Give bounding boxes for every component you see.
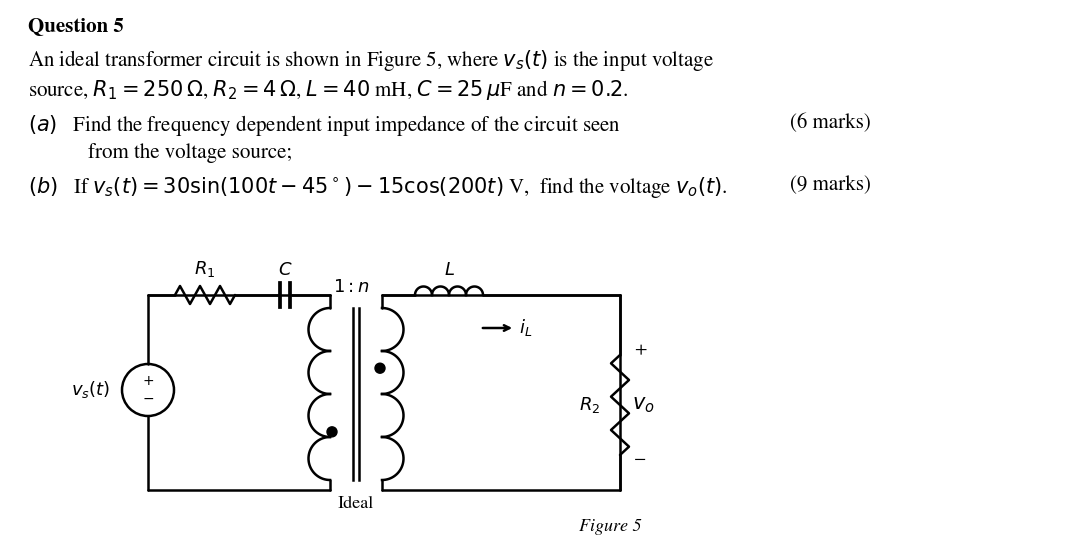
Circle shape: [375, 363, 385, 373]
Text: $L$: $L$: [444, 262, 455, 279]
Text: Ideal: Ideal: [338, 496, 374, 512]
Text: $1:n$: $1:n$: [332, 279, 370, 296]
Text: $C$: $C$: [277, 262, 292, 279]
Text: $R_2$: $R_2$: [578, 395, 600, 415]
Text: $(a)$   Find the frequency dependent input impedance of the circuit seen: $(a)$ Find the frequency dependent input…: [28, 113, 621, 138]
Text: $i_L$: $i_L$: [519, 317, 532, 338]
Text: +: +: [142, 374, 154, 388]
Text: −: −: [142, 392, 154, 406]
Text: $v_o$: $v_o$: [632, 395, 655, 415]
Text: Question 5: Question 5: [28, 18, 124, 36]
Text: from the voltage source;: from the voltage source;: [88, 143, 292, 163]
Circle shape: [327, 427, 336, 437]
Text: Figure 5: Figure 5: [578, 518, 642, 535]
Text: (9 marks): (9 marks): [790, 175, 871, 195]
Text: An ideal transformer circuit is shown in Figure 5, where $v_s(t)$ is the input v: An ideal transformer circuit is shown in…: [28, 48, 714, 73]
Text: $(b)$   If $v_s(t) = 30\sin(100t - 45^\circ) - 15\cos(200t)$ V,  find the voltag: $(b)$ If $v_s(t) = 30\sin(100t - 45^\cir…: [28, 175, 728, 200]
Text: $v_s(t)$: $v_s(t)$: [71, 379, 110, 401]
Text: +: +: [634, 342, 646, 358]
Text: $R_1$: $R_1$: [195, 259, 216, 279]
Text: −: −: [634, 452, 646, 468]
Text: source, $R_1 = 250\,\Omega$, $R_2 = 4\,\Omega$, $L = 40$ mH, $C = 25\,\mu$F and : source, $R_1 = 250\,\Omega$, $R_2 = 4\,\…: [28, 78, 629, 102]
Text: (6 marks): (6 marks): [790, 113, 871, 133]
